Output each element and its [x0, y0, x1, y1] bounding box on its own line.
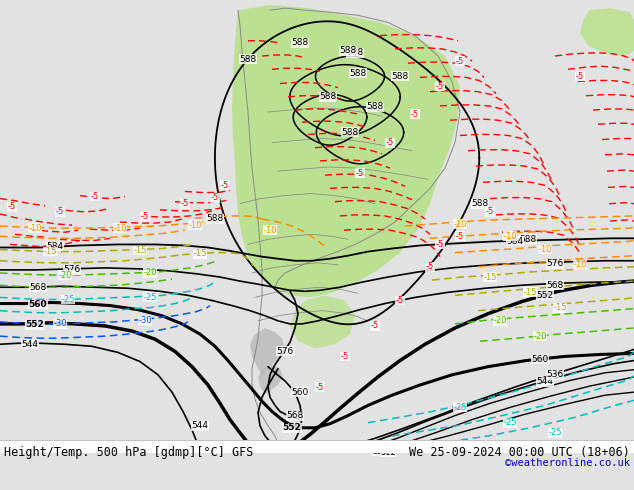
Text: 588: 588 — [341, 128, 359, 137]
Text: -5: -5 — [8, 202, 16, 211]
Text: 588: 588 — [391, 72, 409, 81]
Text: -5: -5 — [91, 192, 99, 201]
Text: -20: -20 — [58, 270, 72, 279]
Text: 588: 588 — [320, 92, 337, 101]
Text: -25: -25 — [548, 428, 562, 438]
Text: 512: 512 — [380, 448, 396, 457]
Text: 588: 588 — [339, 47, 356, 55]
Text: -15: -15 — [193, 249, 207, 258]
Text: -15: -15 — [133, 246, 146, 255]
Text: -5: -5 — [316, 383, 324, 392]
Text: -15: -15 — [523, 288, 537, 297]
Text: 560: 560 — [531, 355, 548, 364]
Text: -25: -25 — [61, 295, 75, 304]
Polygon shape — [290, 295, 355, 348]
Text: -10: -10 — [263, 226, 277, 235]
Text: 544: 544 — [22, 340, 39, 349]
Text: -25: -25 — [503, 418, 517, 427]
Text: 588: 588 — [240, 54, 257, 64]
Text: 544: 544 — [191, 421, 209, 430]
Text: -20: -20 — [143, 269, 157, 277]
Text: -5: -5 — [576, 72, 584, 81]
Text: -5: -5 — [56, 207, 64, 217]
Text: 588: 588 — [292, 38, 309, 47]
Text: -5: -5 — [456, 232, 464, 241]
Text: -5: -5 — [371, 321, 379, 330]
Text: -15: -15 — [483, 272, 497, 282]
Text: -15: -15 — [553, 303, 567, 312]
Text: -30: -30 — [303, 443, 317, 453]
Text: -20: -20 — [493, 317, 507, 325]
Text: 552: 552 — [536, 291, 553, 300]
Text: 552: 552 — [25, 320, 44, 329]
Text: -5: -5 — [436, 82, 444, 91]
Text: -10: -10 — [503, 232, 517, 241]
Text: 588: 588 — [207, 215, 224, 223]
Text: 576: 576 — [547, 259, 564, 269]
Text: 576: 576 — [276, 347, 294, 356]
Text: -10: -10 — [29, 223, 42, 233]
Text: -30: -30 — [53, 319, 67, 328]
Text: Height/Temp. 500 hPa [gdmp][°C] GFS: Height/Temp. 500 hPa [gdmp][°C] GFS — [4, 446, 254, 459]
Text: -5: -5 — [141, 213, 149, 221]
Text: -5: -5 — [221, 181, 229, 190]
Text: 536: 536 — [547, 370, 564, 379]
Text: -25: -25 — [143, 293, 157, 302]
Text: 568: 568 — [547, 281, 564, 290]
Text: 544: 544 — [536, 377, 553, 387]
Text: -5: -5 — [411, 110, 419, 119]
Text: 528: 528 — [362, 443, 378, 453]
Text: -5: -5 — [426, 262, 434, 271]
Text: We 25-09-2024 00:00 UTC (18+06): We 25-09-2024 00:00 UTC (18+06) — [409, 446, 630, 459]
Text: 588: 588 — [366, 102, 384, 111]
Polygon shape — [250, 328, 285, 375]
Text: 588: 588 — [349, 69, 366, 78]
Text: ©weatheronline.co.uk: ©weatheronline.co.uk — [505, 458, 630, 468]
Text: -5: -5 — [396, 296, 404, 305]
Text: -10: -10 — [113, 223, 127, 233]
Polygon shape — [258, 365, 283, 394]
Text: -10: -10 — [573, 260, 586, 270]
Bar — [0, 440, 634, 470]
Text: 584: 584 — [507, 237, 524, 246]
Text: -5: -5 — [386, 138, 394, 147]
Text: -5: -5 — [486, 207, 494, 217]
Polygon shape — [580, 8, 634, 56]
Text: -5: -5 — [211, 193, 219, 202]
Text: -25: -25 — [453, 403, 467, 412]
Text: -5: -5 — [356, 169, 364, 178]
Text: 520: 520 — [372, 447, 388, 456]
Text: 588: 588 — [471, 199, 489, 208]
Text: -5: -5 — [341, 352, 349, 361]
Text: -5: -5 — [456, 57, 464, 66]
Text: 588: 588 — [519, 235, 536, 244]
Text: 568: 568 — [287, 411, 304, 420]
Text: -10: -10 — [188, 220, 202, 230]
Text: -5: -5 — [181, 199, 189, 208]
Polygon shape — [232, 5, 460, 297]
Text: -10: -10 — [453, 220, 467, 228]
Text: 560: 560 — [29, 300, 48, 309]
Text: 576: 576 — [63, 266, 81, 274]
Text: 584: 584 — [46, 242, 63, 251]
Text: -5: -5 — [436, 240, 444, 249]
Text: 552: 552 — [283, 423, 301, 432]
Text: -20: -20 — [533, 332, 547, 341]
Text: 560: 560 — [292, 388, 309, 396]
Text: 568: 568 — [29, 283, 47, 292]
Text: -30: -30 — [138, 317, 152, 325]
Text: 588: 588 — [346, 49, 364, 57]
Text: 536: 536 — [361, 441, 378, 450]
Text: -10: -10 — [538, 245, 552, 254]
Text: -15: -15 — [43, 247, 57, 256]
